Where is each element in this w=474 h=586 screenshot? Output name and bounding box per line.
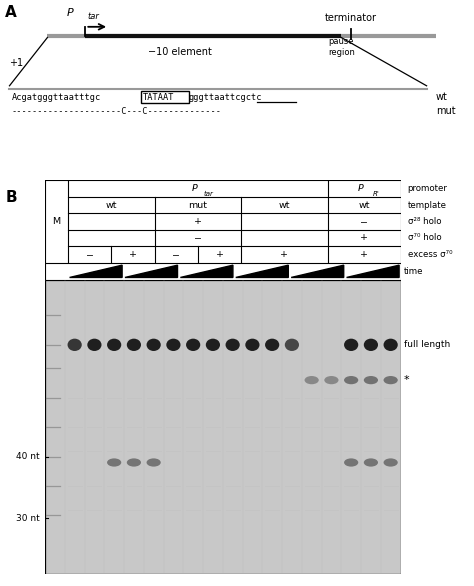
Text: −10 element: −10 element: [148, 47, 212, 57]
Ellipse shape: [186, 339, 200, 351]
Ellipse shape: [285, 339, 299, 351]
Ellipse shape: [127, 339, 141, 351]
Ellipse shape: [383, 458, 398, 466]
Ellipse shape: [246, 339, 259, 351]
Text: TATAAT: TATAAT: [142, 93, 174, 102]
Text: −: −: [194, 233, 202, 243]
Text: σ⁷⁰ holo: σ⁷⁰ holo: [408, 233, 441, 243]
Polygon shape: [125, 265, 177, 278]
Text: +: +: [281, 250, 288, 259]
Text: B: B: [6, 190, 18, 205]
Text: −: −: [360, 217, 368, 226]
Text: σ²⁸ holo: σ²⁸ holo: [408, 217, 441, 226]
Ellipse shape: [383, 339, 398, 351]
Text: A: A: [5, 5, 17, 21]
Text: mut: mut: [436, 106, 456, 116]
Text: 40 nt: 40 nt: [17, 452, 40, 461]
Text: Acgatgggttaatttgc: Acgatgggttaatttgc: [12, 93, 101, 102]
Text: 30 nt: 30 nt: [16, 514, 40, 523]
Text: tar: tar: [88, 12, 100, 22]
Ellipse shape: [226, 339, 240, 351]
Text: −: −: [172, 250, 180, 259]
Text: +: +: [360, 250, 368, 259]
Text: wt: wt: [279, 200, 290, 210]
Text: P: P: [191, 184, 197, 193]
Ellipse shape: [265, 339, 279, 351]
Text: mut: mut: [188, 200, 208, 210]
Ellipse shape: [127, 458, 141, 466]
Ellipse shape: [383, 376, 398, 384]
Text: wt: wt: [106, 200, 117, 210]
Ellipse shape: [364, 376, 378, 384]
Text: P: P: [358, 184, 364, 193]
Text: *: *: [403, 375, 409, 385]
Ellipse shape: [107, 458, 121, 466]
Text: R': R': [373, 190, 380, 197]
Text: +: +: [129, 250, 137, 259]
Ellipse shape: [364, 458, 378, 466]
Text: terminator: terminator: [325, 13, 377, 23]
Text: template: template: [408, 200, 447, 210]
Ellipse shape: [67, 339, 82, 351]
Text: pause
region: pause region: [328, 37, 355, 57]
Text: tar: tar: [204, 190, 213, 197]
Ellipse shape: [324, 376, 338, 384]
Text: +: +: [194, 217, 202, 226]
Text: P: P: [66, 8, 73, 18]
Ellipse shape: [344, 458, 358, 466]
Ellipse shape: [344, 376, 358, 384]
Text: +: +: [216, 250, 224, 259]
Text: wt: wt: [436, 91, 448, 101]
Ellipse shape: [107, 339, 121, 351]
Ellipse shape: [344, 339, 358, 351]
Polygon shape: [291, 265, 344, 278]
Text: +1: +1: [9, 58, 24, 68]
Ellipse shape: [146, 339, 161, 351]
Text: +: +: [360, 233, 368, 243]
Text: full length: full length: [404, 340, 451, 349]
Ellipse shape: [87, 339, 101, 351]
Text: time: time: [404, 267, 424, 276]
Text: gggttaattcgctc: gggttaattcgctc: [189, 93, 262, 102]
Polygon shape: [236, 265, 288, 278]
Text: wt: wt: [358, 200, 370, 210]
Polygon shape: [70, 265, 122, 278]
Ellipse shape: [206, 339, 220, 351]
Text: ---------------------C---C--------------: ---------------------C---C--------------: [12, 107, 222, 116]
Bar: [141, 91, 190, 103]
Polygon shape: [346, 265, 399, 278]
Ellipse shape: [166, 339, 181, 351]
Polygon shape: [180, 265, 233, 278]
Text: promoter: promoter: [408, 184, 447, 193]
Text: excess σ⁷⁰: excess σ⁷⁰: [408, 250, 452, 259]
Ellipse shape: [304, 376, 319, 384]
Text: −: −: [86, 250, 94, 259]
Ellipse shape: [146, 458, 161, 466]
Ellipse shape: [364, 339, 378, 351]
Text: M: M: [53, 217, 61, 226]
